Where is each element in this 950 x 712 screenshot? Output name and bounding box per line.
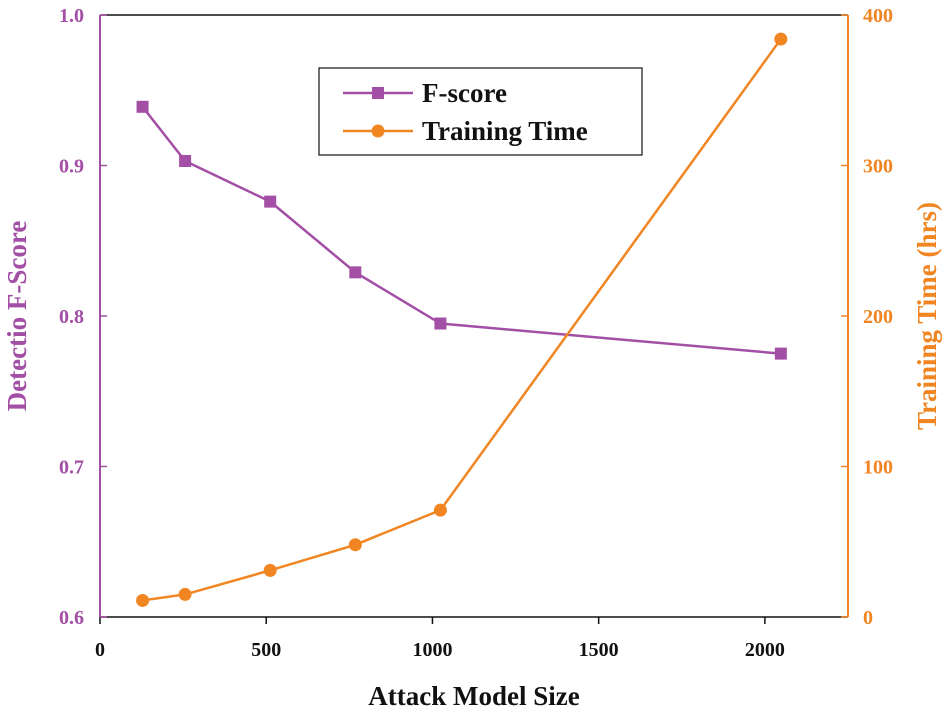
y-right-tick-label: 400 bbox=[863, 5, 893, 27]
f-score-point bbox=[179, 154, 192, 167]
f-score-point bbox=[136, 100, 149, 113]
y-left-tick-label: 0.7 bbox=[59, 457, 84, 479]
legend-f-score-label: F-score bbox=[422, 78, 507, 108]
series-layer bbox=[136, 32, 788, 607]
x-tick-label: 2000 bbox=[745, 639, 785, 661]
legend-f-score-marker bbox=[372, 87, 384, 99]
f-score-point bbox=[349, 266, 362, 279]
y-axis-right: 0 100 200 300 400 bbox=[841, 5, 893, 629]
x-tick-label: 0 bbox=[95, 639, 105, 661]
training-time-point bbox=[136, 593, 150, 607]
y-right-tick-label: 100 bbox=[863, 457, 893, 479]
f-score-point bbox=[774, 347, 787, 360]
y-left-tick-label: 0.8 bbox=[59, 306, 84, 328]
training-time-point bbox=[348, 538, 362, 552]
legend-training-time-marker bbox=[371, 124, 385, 138]
training-time-point bbox=[433, 503, 447, 517]
f-score-point bbox=[434, 317, 447, 330]
legend-training-time-label: Training Time bbox=[422, 116, 588, 146]
x-axis-title: Attack Model Size bbox=[368, 681, 579, 711]
y-axis-left-title: Detectio F-Score bbox=[2, 221, 32, 412]
legend-box bbox=[318, 67, 643, 156]
y-left-tick-label: 0.6 bbox=[59, 607, 84, 629]
y-left-tick-label: 0.9 bbox=[59, 156, 84, 178]
training-time-point bbox=[178, 587, 192, 601]
x-tick-label: 500 bbox=[251, 639, 281, 661]
training-time-point bbox=[774, 32, 788, 46]
x-axis: 0 500 1000 1500 2000 bbox=[95, 617, 785, 661]
f-score-line bbox=[141, 106, 781, 355]
y-axis-left: 0.6 0.7 0.8 0.9 1.0 bbox=[59, 5, 107, 629]
x-tick-label: 1500 bbox=[579, 639, 619, 661]
f-score-point bbox=[264, 195, 277, 208]
legend: F-score Training Time bbox=[318, 67, 643, 156]
y-right-tick-label: 200 bbox=[863, 306, 893, 328]
y-axis-right-title: Training Time (hrs) bbox=[912, 202, 942, 430]
x-tick-label: 1000 bbox=[412, 639, 452, 661]
y-left-tick-label: 1.0 bbox=[59, 5, 84, 27]
training-time-point bbox=[263, 563, 277, 577]
y-right-tick-label: 0 bbox=[863, 607, 873, 629]
y-right-tick-label: 300 bbox=[863, 156, 893, 178]
training-time-line bbox=[142, 38, 782, 602]
